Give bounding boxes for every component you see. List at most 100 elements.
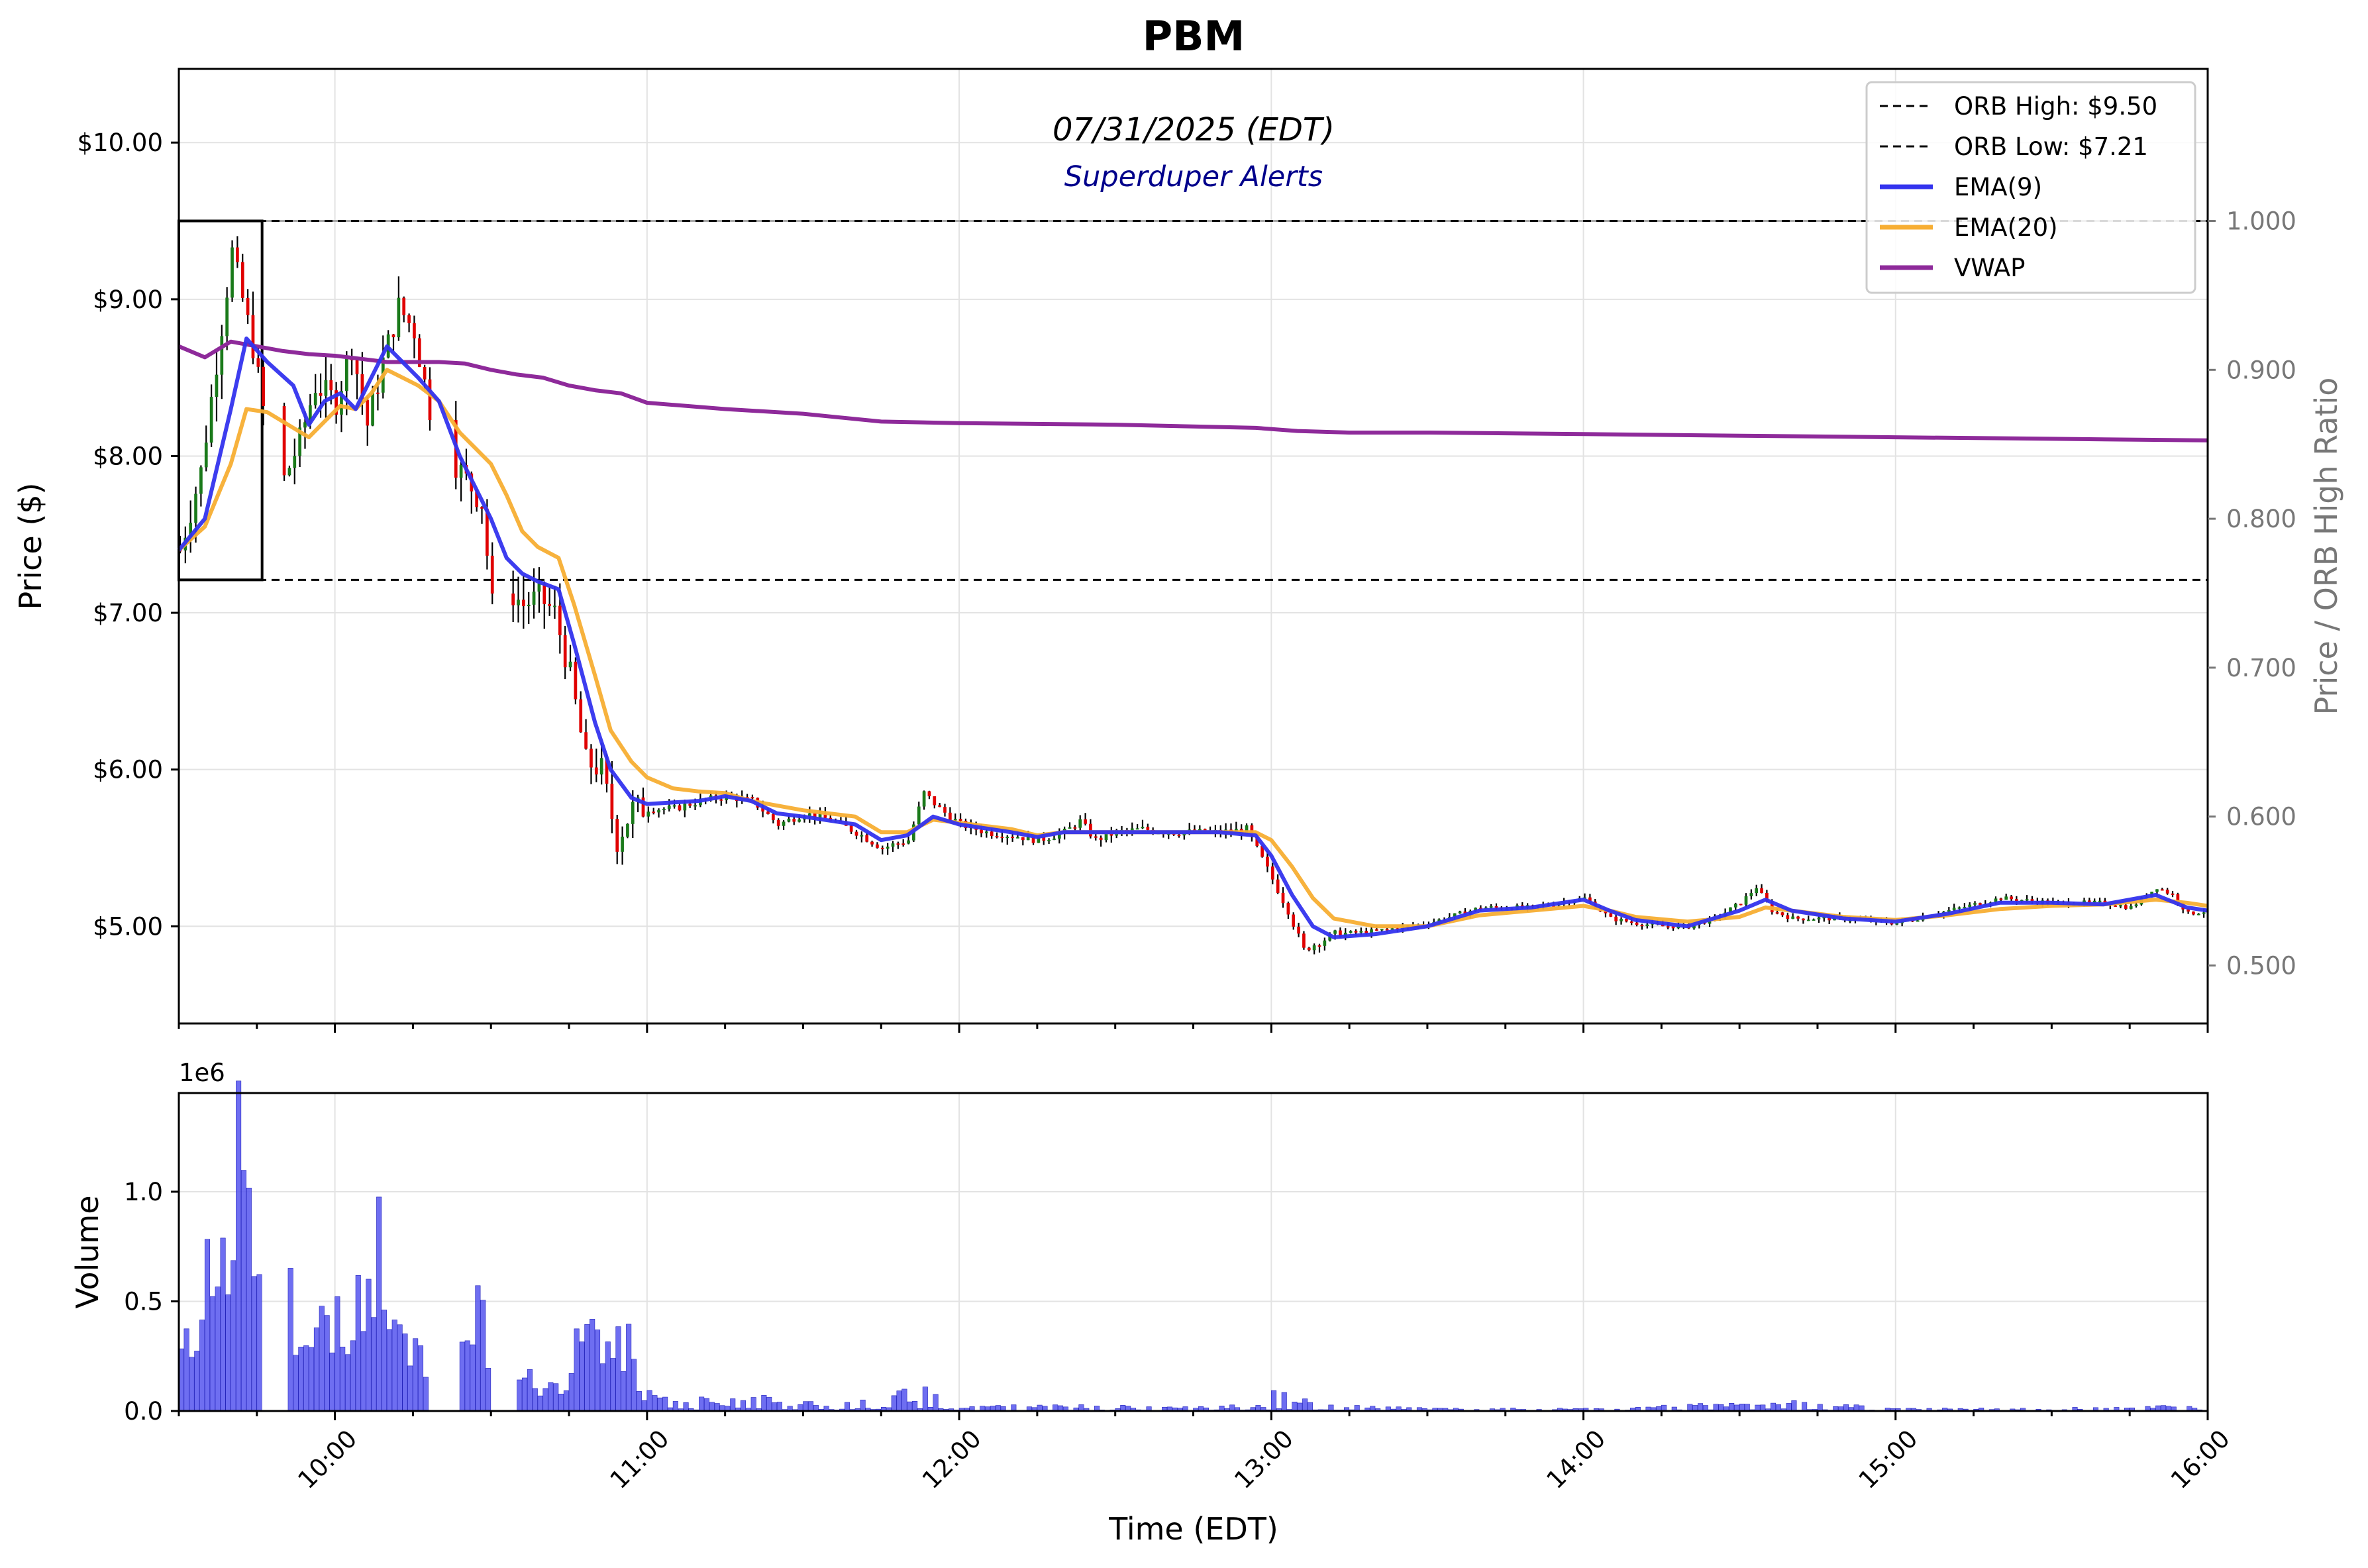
x-tick-label: 10:00 — [293, 1424, 363, 1494]
legend-box — [1865, 81, 2196, 294]
x-tick-label: 16:00 — [2165, 1424, 2236, 1494]
volume-bar — [1739, 1404, 1745, 1412]
volume-bar — [590, 1319, 595, 1412]
candle-body — [2092, 900, 2096, 902]
candle-body — [1620, 919, 1623, 921]
candle-body — [886, 847, 890, 849]
candle-body — [662, 808, 666, 810]
candle-body — [303, 422, 307, 428]
candle-body — [1812, 919, 1816, 921]
candle-body — [1390, 928, 1394, 930]
volume-bar — [1713, 1404, 1719, 1412]
volume-bar — [220, 1237, 226, 1412]
candle-body — [423, 367, 427, 380]
candle-body — [417, 338, 421, 368]
candle-body — [1494, 906, 1498, 908]
candle-body — [1645, 924, 1649, 926]
candle-body — [1635, 922, 1639, 925]
candle-body — [194, 494, 197, 523]
candle-body — [1333, 930, 1337, 934]
candle-body — [1276, 879, 1280, 893]
date-annotation: 07/31/2025 (EDT) — [1053, 111, 1335, 148]
volume-bar — [750, 1397, 756, 1412]
price-y-tick-label: $6.00 — [93, 756, 163, 784]
candle-body — [2119, 905, 2122, 907]
candle-body — [621, 837, 624, 852]
volume-bar — [522, 1377, 528, 1412]
candle-body — [1979, 903, 1982, 906]
candle-body — [938, 805, 942, 808]
candle-body — [371, 392, 374, 426]
candle-body — [1042, 836, 1046, 841]
candle-body — [2015, 899, 2018, 902]
candle-body — [360, 374, 364, 400]
volume-bar — [360, 1331, 366, 1412]
candle-body — [366, 399, 370, 426]
volume-bar — [844, 1402, 850, 1412]
candle-body — [397, 297, 401, 338]
candle-body — [1261, 845, 1264, 857]
x-tick-labels: 10:00 11:00 12:00 13:00 14:00 15:00 16:00 — [293, 1424, 2236, 1494]
volume-bar — [672, 1401, 678, 1412]
candle-body — [2165, 889, 2169, 894]
candle-body — [1957, 907, 1961, 909]
volume-bar — [595, 1330, 601, 1412]
ratio-y-tick-label: 1.000 — [2226, 207, 2296, 236]
candle-body — [215, 374, 219, 397]
candle-body — [917, 806, 921, 825]
volume-bars — [178, 1080, 2203, 1412]
volume-bar — [1744, 1404, 1750, 1412]
candle-body — [1094, 836, 1098, 838]
candle-body — [1266, 857, 1269, 867]
candlesticks — [178, 236, 2206, 955]
volume-bar — [542, 1388, 548, 1412]
price-y-tick-label: $5.00 — [93, 912, 163, 941]
volume-bar — [1307, 1402, 1313, 1412]
candle-body — [990, 831, 994, 837]
volume-bar — [527, 1369, 533, 1412]
volume-bar — [532, 1388, 538, 1412]
volume-bar — [309, 1347, 315, 1412]
volume-bar — [626, 1324, 632, 1412]
ratio-y-tick-label: 0.800 — [2226, 505, 2296, 533]
price-y-tick-label: $9.00 — [93, 286, 163, 314]
volume-bar — [251, 1276, 257, 1412]
candle-body — [1760, 888, 1763, 893]
candle-body — [1005, 837, 1009, 839]
candle-body — [1037, 836, 1041, 843]
volume-bar — [636, 1391, 642, 1412]
volume-bar — [761, 1394, 767, 1412]
volume-bar — [860, 1399, 866, 1412]
volume-bar — [699, 1396, 705, 1412]
candle-body — [1047, 839, 1051, 841]
volume-y-tick-label: 0.0 — [124, 1397, 163, 1426]
volume-bar — [417, 1345, 424, 1412]
candle-body — [1302, 933, 1306, 948]
candle-body — [813, 813, 817, 819]
legend-label: ORB Low: $7.21 — [1954, 132, 2148, 161]
volume-bar — [740, 1400, 746, 1412]
candle-body — [1692, 924, 1696, 929]
volume-bar — [1281, 1392, 1287, 1412]
legend-label: ORB High: $9.50 — [1954, 92, 2157, 121]
ratio-y-axis-label: Price / ORB High Ratio — [2308, 378, 2344, 715]
candle-body — [792, 818, 796, 822]
candle-body — [1307, 947, 1311, 951]
volume-bar — [413, 1338, 419, 1412]
candle-body — [776, 819, 780, 826]
volume-bar — [907, 1401, 913, 1412]
candle-body — [787, 818, 791, 822]
candle-body — [236, 247, 239, 262]
volume-bar — [319, 1306, 325, 1412]
candle-body — [1177, 835, 1181, 837]
candle-body — [1084, 819, 1087, 824]
legend-label: EMA(20) — [1954, 213, 2058, 242]
candle-body — [1016, 837, 1019, 839]
candle-body — [486, 508, 489, 556]
candle-body — [1890, 923, 1894, 925]
candle-body — [854, 831, 858, 836]
volume-bar — [1786, 1403, 1792, 1412]
ratio-y-tick-label: 0.600 — [2226, 803, 2296, 831]
candle-body — [1021, 837, 1025, 841]
candle-body — [1994, 898, 1998, 903]
